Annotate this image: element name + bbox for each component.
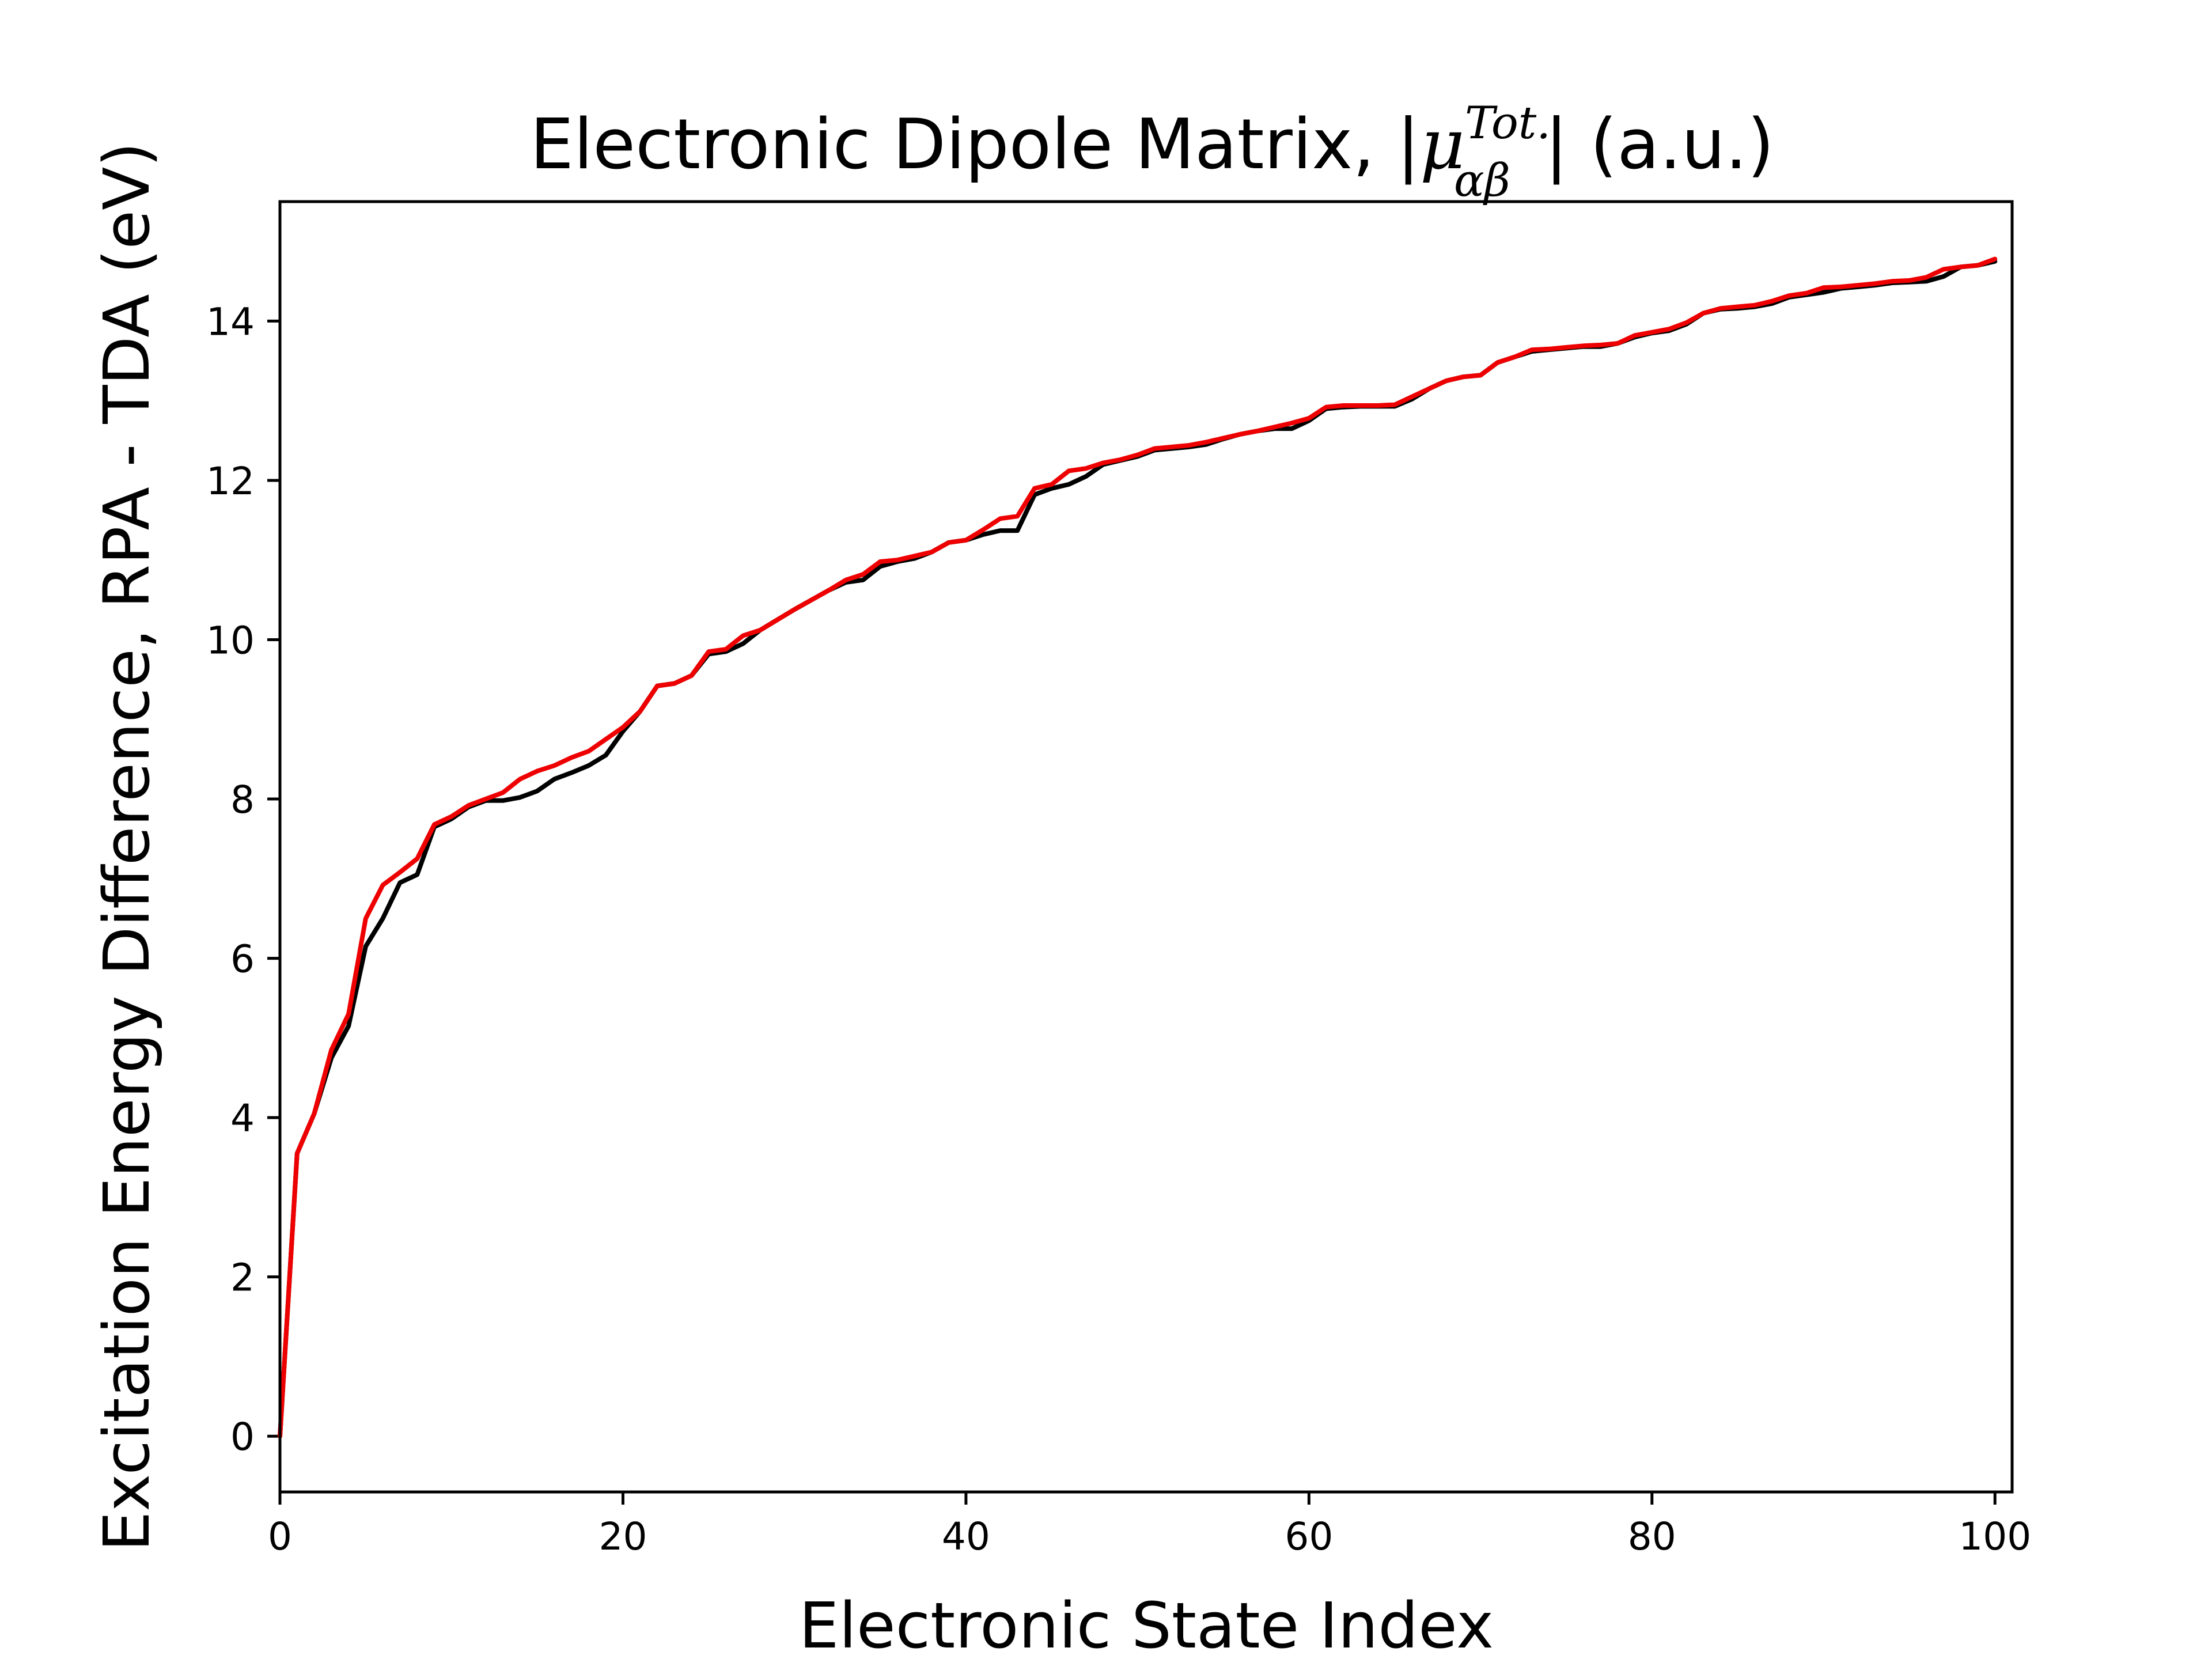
chart-title: Electronic Dipole Matrix, |μTot. αβ | (a.u… xyxy=(530,97,1774,207)
y-axis-title: Excitation Energy Difference, RPA - TDA … xyxy=(90,142,164,1552)
series-layer xyxy=(278,256,1998,1439)
y-tick-label: 14 xyxy=(206,300,255,344)
plot-frame xyxy=(278,200,2014,1494)
x-tick-label: 60 xyxy=(1285,1514,1333,1559)
x-tick-label: 100 xyxy=(1959,1514,2031,1559)
x-axis-title: Electronic State Index xyxy=(799,1589,1494,1659)
x-tick-label: 0 xyxy=(268,1514,292,1559)
x-tick-label: 80 xyxy=(1628,1514,1676,1559)
ticks-layer: 0 20 40 60 80 100 0 2 4 6 8 10 12 14 xyxy=(206,300,2031,1559)
y-tick-label: 4 xyxy=(230,1096,255,1141)
series-line-2 xyxy=(278,256,1998,1439)
y-tick-label: 2 xyxy=(230,1256,255,1300)
y-tick-label: 6 xyxy=(230,937,255,982)
x-tick-label: 20 xyxy=(599,1514,647,1559)
x-tick-label: 40 xyxy=(942,1514,990,1559)
y-tick-label: 10 xyxy=(206,618,255,662)
y-tick-label: 12 xyxy=(206,459,255,503)
y-tick-label: 0 xyxy=(230,1415,255,1459)
y-tick-label: 8 xyxy=(230,778,255,822)
